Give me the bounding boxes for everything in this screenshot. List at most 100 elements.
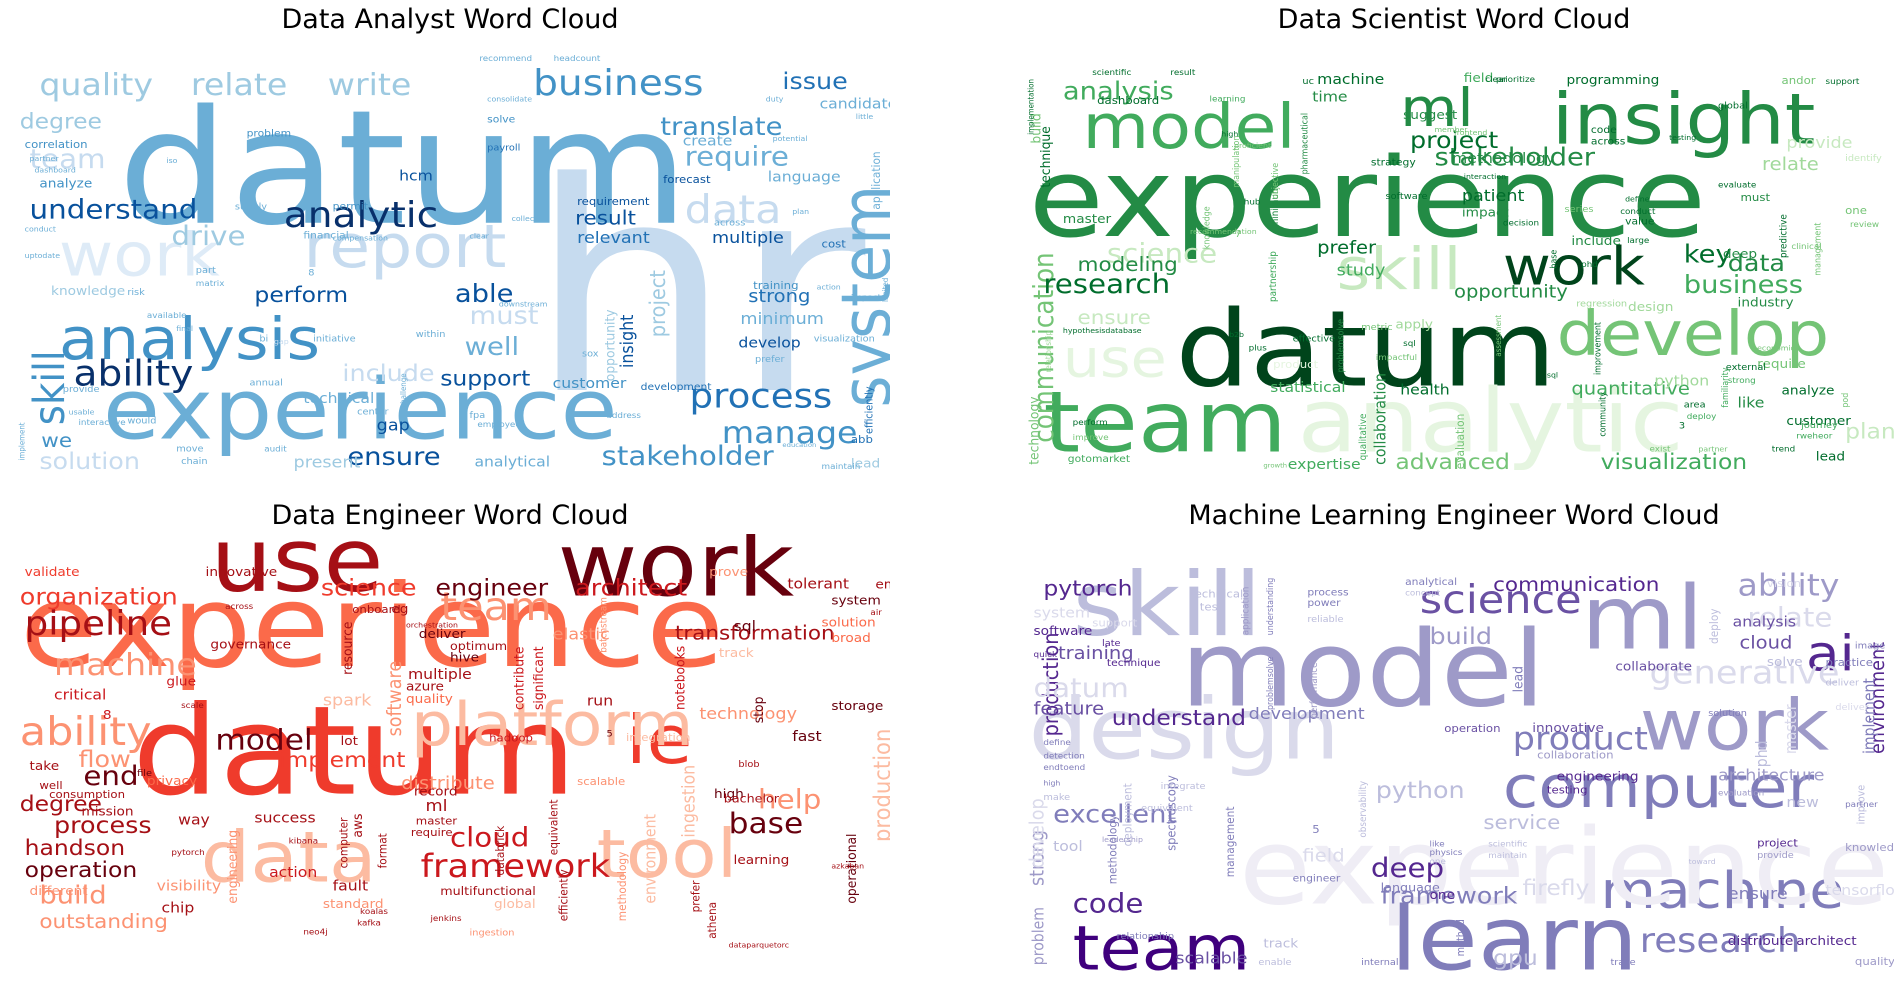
- cloud-word: predictive: [1778, 214, 1790, 258]
- cloud-word: model: [1082, 92, 1295, 163]
- cloud-word: gpu: [1493, 946, 1538, 971]
- cloud-word: 8: [308, 268, 314, 278]
- cloud-word: gotomarket: [1068, 455, 1130, 465]
- cloud-word: handson: [25, 836, 125, 861]
- cloud-word: development: [1249, 704, 1366, 723]
- cloud-word: solve: [1767, 656, 1803, 670]
- cloud-word: scientific: [1488, 839, 1528, 848]
- cloud-word: customer: [1786, 415, 1851, 429]
- cloud-word: strong: [748, 287, 810, 307]
- cloud-word: analytic: [284, 194, 438, 236]
- cloud-word: trend: [1772, 444, 1795, 453]
- cloud-word: chip: [162, 899, 195, 916]
- cloud-word: standard: [323, 898, 384, 912]
- cloud-word: sox: [582, 349, 599, 359]
- cloud-word: modeling: [1078, 253, 1178, 276]
- cloud-word: able: [455, 280, 514, 308]
- cloud-word: storage: [831, 700, 883, 714]
- cloud-word: visualization: [814, 334, 875, 344]
- cloud-word: environment: [1867, 642, 1889, 754]
- cloud-word: engineer: [1293, 874, 1342, 884]
- cloud-word: pod: [1840, 393, 1851, 408]
- cloud-word: insight: [1552, 78, 1816, 160]
- cloud-word: multiple: [408, 666, 472, 683]
- cloud-word: conduct: [1620, 206, 1656, 215]
- cloud-word: product: [1513, 720, 1648, 757]
- cloud-word: perform: [1073, 418, 1108, 427]
- cloud-word: optimum: [450, 640, 507, 653]
- cloud-word: sql: [1547, 371, 1558, 380]
- cloud-word: process: [690, 377, 833, 416]
- cloud-word: emr: [875, 578, 890, 592]
- cloud-word: usable: [69, 408, 95, 417]
- cloud-word: ability: [20, 709, 152, 754]
- cloud-word: solve: [487, 115, 515, 125]
- cloud-word: ability: [74, 352, 194, 394]
- cloud-word: require: [685, 141, 789, 172]
- cloud-word: analytical: [474, 453, 550, 470]
- cloud-word: team: [1043, 374, 1286, 472]
- cloud-word: statistical: [1270, 379, 1345, 396]
- cloud-word: problem: [1029, 907, 1048, 965]
- cloud-word: stop: [751, 697, 767, 724]
- cloud-word: issue: [782, 68, 847, 94]
- cloud-word: 5: [1312, 824, 1319, 836]
- cloud-word: phd: [1752, 740, 1771, 767]
- cloud-word: pipeline: [25, 605, 172, 644]
- cloud-word: ml: [426, 796, 448, 815]
- cloud-word: deep: [1371, 853, 1444, 884]
- cloud-word: collaborate: [1615, 660, 1692, 674]
- cloud-word: fpa: [470, 411, 486, 421]
- cloud-word: implement: [1860, 678, 1879, 754]
- cloud-word: relevant: [577, 228, 650, 247]
- cloud-word: analytical: [1405, 577, 1457, 587]
- cloud-word: relationship: [1117, 931, 1175, 941]
- cloud-word: analysis: [1733, 613, 1797, 630]
- cloud-word: 3: [1679, 421, 1685, 431]
- cloud-word: provide: [63, 384, 100, 394]
- panel-title: Data Scientist Word Cloud: [1277, 4, 1631, 35]
- cloud-word: scientific: [1092, 67, 1132, 76]
- cloud-word: record: [414, 785, 458, 799]
- cloud-word: trace: [1610, 958, 1636, 968]
- cloud-word: tool: [1053, 838, 1083, 855]
- cloud-word: support: [1092, 617, 1138, 629]
- cloud-word: koalas: [360, 907, 388, 916]
- cloud-word: machine: [1317, 71, 1384, 88]
- cloud-word: lead: [1511, 666, 1527, 692]
- cloud-word: opportunity: [603, 309, 619, 381]
- cloud-word: prefer: [689, 880, 703, 912]
- cloud-word: air: [870, 607, 882, 616]
- cloud-word: like: [1430, 839, 1445, 848]
- cloud-word: improve: [1856, 785, 1868, 825]
- cloud-word: permit: [333, 202, 368, 212]
- cloud-word: regression: [1576, 299, 1627, 309]
- cloud-word: implement: [17, 422, 26, 460]
- cloud-word: knowledge: [1845, 841, 1894, 853]
- cloud-word: plan: [1845, 419, 1894, 444]
- cloud-word: uptodate: [25, 251, 61, 260]
- cloud-word: understand: [30, 194, 198, 225]
- cloud-word: health: [1400, 381, 1450, 398]
- cloud-word: we: [41, 429, 72, 452]
- cloud-word: design: [1628, 300, 1673, 314]
- cloud-word: project: [1757, 837, 1798, 849]
- cloud-word: gap: [377, 415, 410, 434]
- cloud-word: model: [1180, 608, 1545, 731]
- cloud-word: prioritize: [1496, 74, 1535, 83]
- cloud-word: across: [1591, 137, 1625, 147]
- cloud-word: orchestration: [406, 621, 458, 630]
- cloud-word: quality: [1855, 956, 1894, 968]
- cloud-word: equivalent: [547, 799, 561, 855]
- cloud-word: data: [685, 187, 782, 232]
- cloud-word: help: [758, 784, 821, 815]
- cloud-word: communication: [1493, 573, 1659, 596]
- cloud-word: team: [1073, 914, 1251, 974]
- cloud-word: architecture: [1718, 765, 1824, 784]
- cloud-word: external: [1726, 362, 1766, 372]
- cloud-word: familiarity: [1719, 368, 1730, 408]
- cloud-word: 7: [1235, 229, 1241, 239]
- cloud-word: gap: [274, 338, 289, 347]
- cloud-word: evaluation: [1718, 788, 1764, 797]
- cloud-word: framework: [1381, 883, 1518, 909]
